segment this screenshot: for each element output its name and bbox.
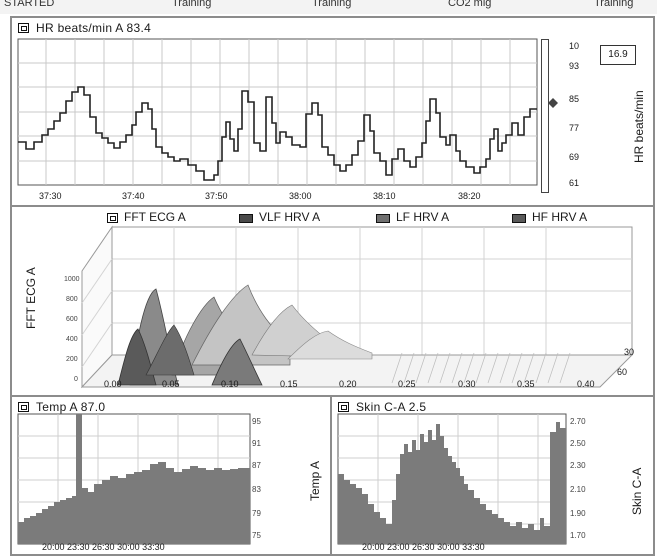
hr-x-tick: 37:30 (39, 191, 62, 201)
fft-x-tick: 0.35 (517, 379, 535, 389)
temp-y-tick: 87 (252, 461, 261, 470)
hr-y-tick: 69 (569, 152, 580, 162)
header-item-training-3: Training (594, 0, 634, 9)
header-item-training-2: Training (312, 0, 352, 9)
fft-depth-tick: 30 (624, 347, 635, 357)
legend-swatch-vlf (239, 214, 253, 223)
hr-x-tick: 37:40 (122, 191, 145, 201)
fft-x-tick: 0.25 (398, 379, 416, 389)
temp-x-ticks: 20:00 23:30 26:30 30:00 33:30 (42, 542, 165, 552)
fft-x-tick: 0.30 (458, 379, 476, 389)
fft-axis-label: FFT ECG A (24, 267, 38, 329)
hr-panel-toggle[interactable] (18, 23, 29, 33)
fft-x-tick: 0.15 (280, 379, 298, 389)
skin-y-tick: 2.10 (570, 485, 586, 494)
hr-panel-title: HR beats/min A 83.4 (36, 21, 152, 35)
fft-z-tick: 0 (74, 376, 78, 383)
temp-y-tick: 83 (252, 485, 261, 494)
legend-fft-ecg: FFT ECG A (124, 210, 186, 224)
skin-y-tick: 2.50 (570, 439, 586, 448)
skin-panel-toggle[interactable] (338, 402, 349, 412)
hr-x-tick: 38:00 (289, 191, 312, 201)
fft-x-tick: 0.10 (221, 379, 239, 389)
hr-trace-plot (17, 38, 538, 186)
hr-value-box: 16.9 (600, 45, 636, 65)
skin-y-tick: 1.90 (570, 509, 586, 518)
hr-x-tick: 38:10 (373, 191, 396, 201)
diamond-marker-icon[interactable] (548, 98, 558, 108)
hr-y-tick: 93 (569, 61, 580, 71)
hr-y-tick: 85 (569, 94, 580, 104)
header-item-co2: CO2 mig (448, 0, 492, 9)
legend-hf-hrv: HF HRV A (532, 210, 588, 224)
skin-panel[interactable]: Skin C-A 2.5 2.70 2.50 2.30 2.10 1.90 1.… (330, 395, 655, 556)
hr-x-tick: 38:20 (458, 191, 481, 201)
fft-z-tick: 600 (66, 316, 78, 323)
skin-bar-plot (337, 413, 567, 545)
legend-lf-hrv: LF HRV A (396, 210, 450, 224)
temp-y-tick: 75 (252, 531, 261, 540)
skin-panel-title: Skin C-A 2.5 (356, 400, 427, 414)
temp-y-tick: 95 (252, 417, 261, 426)
temp-bar-plot (17, 413, 251, 545)
top-status-bar: STARTED Training Training CO2 mig Traini… (0, 0, 657, 14)
fft-waterfall-plot: 1000 800 600 400 200 0 (64, 225, 634, 389)
fft-x-tick: 0.00 (104, 379, 122, 389)
hr-y-tick: 10 (569, 41, 580, 51)
fft-legend-toggle[interactable] (107, 213, 118, 223)
hr-scale-strip (541, 39, 549, 193)
temp-panel-title: Temp A 87.0 (36, 400, 106, 414)
legend-swatch-hf (512, 214, 526, 223)
fft-x-tick: 0.05 (162, 379, 180, 389)
legend-vlf-hrv: VLF HRV A (259, 210, 321, 224)
skin-y-tick: 2.30 (570, 461, 586, 470)
fft-panel[interactable]: FFT ECG A VLF HRV A LF HRV A HF HRV A FF… (10, 205, 655, 397)
hr-side-label: HR beats/min (632, 90, 646, 163)
fft-z-tick: 1000 (64, 276, 80, 283)
header-item-training-1: Training (172, 0, 212, 9)
header-item-started: STARTED (4, 0, 55, 9)
skin-y-tick: 2.70 (570, 417, 586, 426)
skin-x-ticks: 20:00 23:00 26:30 30:00 33:30 (362, 542, 485, 552)
hr-y-tick: 61 (569, 178, 580, 188)
temp-panel[interactable]: Temp A 87.0 95 91 87 83 79 75 Temp A 20:… (10, 395, 332, 556)
hr-panel[interactable]: HR beats/min A 83.4 37:30 37:40 37:50 38… (10, 16, 655, 209)
fft-z-tick: 400 (66, 336, 78, 343)
fft-depth-tick: 60 (617, 367, 628, 377)
temp-side-label: Temp A (308, 460, 322, 501)
temp-panel-toggle[interactable] (18, 402, 29, 412)
fft-x-tick: 0.20 (339, 379, 357, 389)
fft-x-tick: 0.40 (577, 379, 595, 389)
temp-y-tick: 91 (252, 439, 261, 448)
fft-z-tick: 800 (66, 296, 78, 303)
hr-y-tick: 77 (569, 123, 580, 133)
skin-y-tick: 1.70 (570, 531, 586, 540)
legend-swatch-lf (376, 214, 390, 223)
temp-y-tick: 79 (252, 509, 261, 518)
hr-x-tick: 37:50 (205, 191, 228, 201)
fft-z-tick: 200 (66, 356, 78, 363)
skin-side-label: Skin C-A (630, 467, 644, 515)
